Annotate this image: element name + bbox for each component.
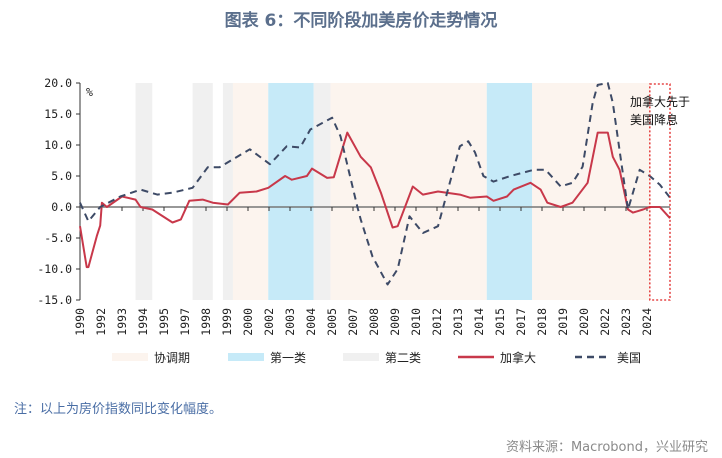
x-tick-label: 1997 [178,308,192,336]
y-unit-label: % [86,85,93,99]
y-tick-label: 20.0 [44,76,72,90]
y-tick-label: 5.0 [51,169,72,183]
x-tick-label: 1998 [199,308,213,336]
x-tick-label: 2002 [262,308,276,336]
x-tick-label: 2022 [598,308,612,336]
y-tick-label: 10.0 [44,138,72,152]
shaded-period [486,83,533,300]
legend-label: 第一类 [270,351,306,365]
x-tick-label: 2008 [367,308,381,336]
y-tick-label: -5.0 [44,231,72,245]
shaded-period [313,83,331,300]
canada-line [79,131,671,269]
x-tick-label: 2017 [514,308,528,336]
x-tick-label: 1992 [94,308,108,336]
chart-title: 图表 6：不同阶段加美房价走势情况 [224,11,498,31]
shaded-period [330,83,487,300]
source-text: 资料来源：Macrobond，兴业研究 [505,440,708,455]
x-tick-label: 2007 [346,308,360,336]
y-tick-label: 15.0 [44,107,72,121]
annotation-box [649,83,671,301]
legend-label: 第二类 [385,351,421,365]
x-tick-label: 2018 [535,308,549,336]
legend-swatch [112,353,148,361]
legend-label: 加拿大 [500,350,536,365]
us-line [79,82,671,286]
shaded-period [222,83,233,300]
x-tick-label: 2012 [430,308,444,336]
y-tick-label: -10.0 [37,262,72,276]
x-tick-label: 2000 [241,308,255,336]
footnote: 注：以上为房价指数同比变化幅度。 [14,402,223,417]
x-tick-label: 2004 [304,308,318,336]
x-tick-label: 1995 [157,308,171,336]
annotation-text-line2: 美国降息 [630,112,678,127]
x-tick-label: 2014 [472,308,486,336]
x-tick-label: 1993 [115,308,129,336]
x-tick-label: 2024 [640,308,654,336]
annotation-text-line1: 加拿大先于 [630,94,690,109]
legend-swatch [228,353,264,361]
x-tick-label: 2003 [283,308,297,336]
x-tick-label: 2010 [409,308,423,336]
x-tick-label: 2013 [451,308,465,336]
x-tick-label: 2009 [388,308,402,336]
legend-label: 协调期 [154,350,190,365]
legend-label: 美国 [617,351,641,365]
shaded-period [192,83,213,300]
x-tick-label: 2020 [577,308,591,336]
y-tick-label: -15.0 [37,293,72,307]
x-tick-label: 1994 [136,308,150,336]
y-tick-label: 0.0 [51,200,72,214]
x-tick-label: 2019 [556,308,570,336]
legend-swatch [343,353,379,361]
x-tick-label: 1990 [73,308,87,336]
x-tick-label: 2023 [619,308,633,336]
x-tick-label: 1999 [220,308,234,336]
x-tick-label: 2005 [325,308,339,336]
shaded-period [268,83,314,300]
x-tick-label: 2015 [493,308,507,336]
